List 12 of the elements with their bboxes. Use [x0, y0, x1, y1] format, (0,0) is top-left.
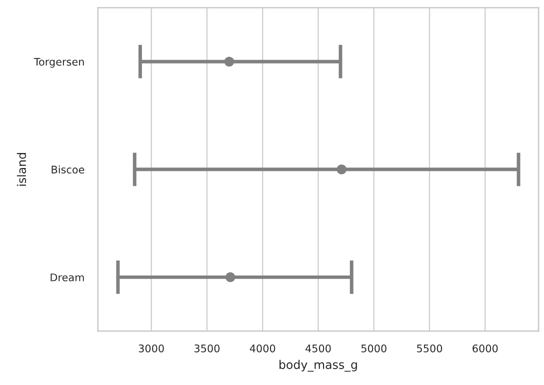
x-tick-label: 4500	[305, 344, 331, 352]
y-tick-label: Torgersen	[34, 58, 84, 68]
x-tick-label: 5500	[417, 344, 442, 352]
y-tick-label: Dream	[50, 274, 84, 282]
y-tick-label: Biscoe	[52, 165, 84, 174]
x-tick-label: 6000	[472, 344, 498, 352]
x-axis-title: body_mass_g	[280, 360, 357, 372]
x-tick-label: 5000	[361, 344, 386, 352]
x-tick-label: 4000	[250, 344, 276, 352]
x-tick-label: 3000	[138, 344, 164, 352]
y-axis-title: island	[16, 153, 26, 186]
x-tick-label: 3500	[194, 344, 220, 352]
